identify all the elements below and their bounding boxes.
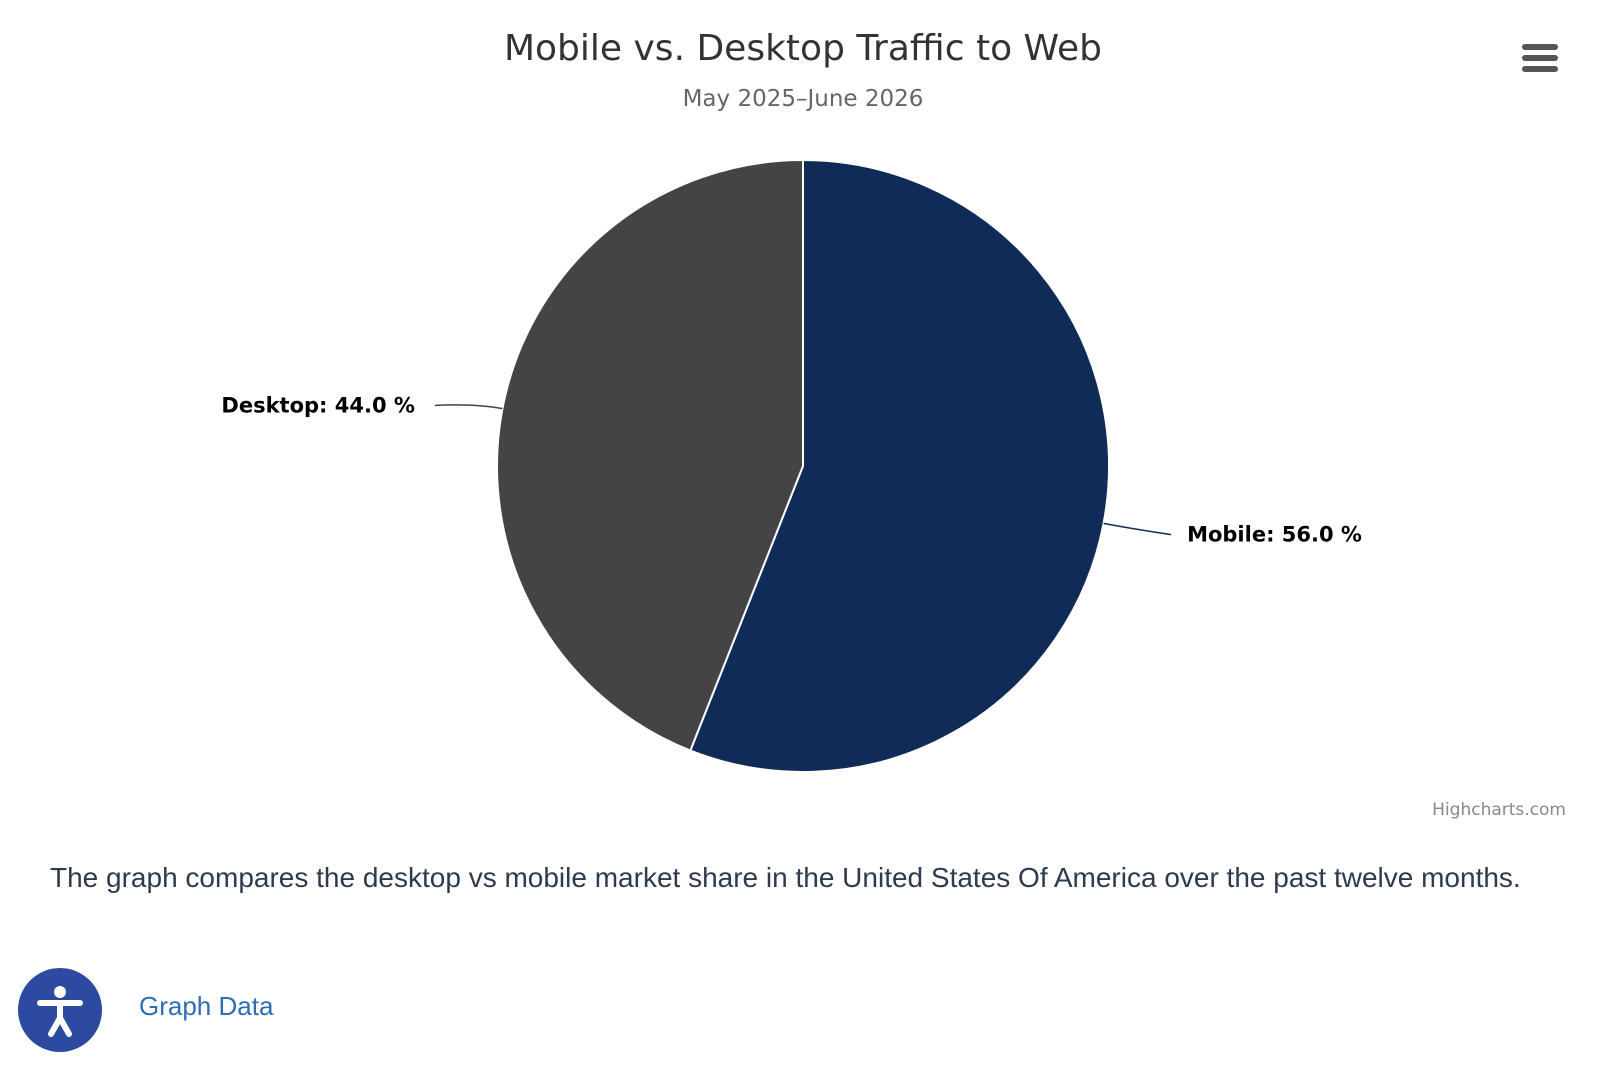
chart-menu-button[interactable] xyxy=(1522,44,1558,74)
accessibility-button[interactable] xyxy=(18,968,102,1052)
pie-chart: Mobile: 56.0 % Desktop: 44.0 % xyxy=(221,159,1362,773)
pie-slice-mobile[interactable] xyxy=(689,159,1110,773)
graph-data-link[interactable]: Graph Data xyxy=(139,991,274,1021)
chart-subtitle: May 2025–June 2026 xyxy=(682,86,924,112)
data-label-desktop: Desktop: 44.0 % xyxy=(221,393,415,417)
highcharts-credits[interactable]: Highcharts.com xyxy=(1432,800,1566,820)
data-label-connector-mobile xyxy=(1103,522,1172,536)
hamburger-menu-icon xyxy=(1522,44,1558,50)
accessibility-person-icon xyxy=(37,986,83,1037)
chart-caption: The graph compares the desktop vs mobile… xyxy=(50,862,1521,893)
data-label-connector-desktop xyxy=(434,404,503,410)
data-label-mobile: Mobile: 56.0 % xyxy=(1187,523,1362,547)
pie-slice-desktop[interactable] xyxy=(496,159,804,752)
chart-title: Mobile vs. Desktop Traffic to Web xyxy=(503,28,1103,69)
